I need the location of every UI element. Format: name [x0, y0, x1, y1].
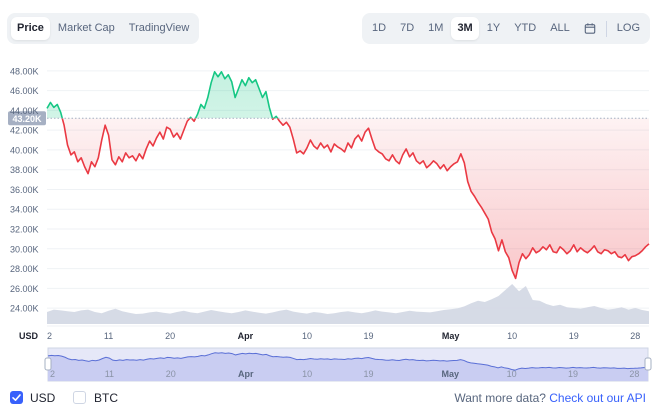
- range-navigator[interactable]: 2 11 20 Apr 10 19 May 10 19 28: [44, 347, 652, 382]
- navigator-tick-label: May: [442, 369, 460, 379]
- y-tick-label: 40.00K: [10, 145, 39, 155]
- x-tick-label: 19: [569, 331, 579, 341]
- current-price-label: 43.20K: [12, 114, 42, 124]
- api-link[interactable]: Check out our API: [549, 391, 646, 405]
- x-tick-label: 28: [630, 331, 640, 341]
- navigator-area: [48, 352, 648, 381]
- range-all-button[interactable]: ALL: [550, 22, 570, 34]
- tab-tradingview[interactable]: TradingView: [128, 22, 190, 34]
- y-tick-label: 30.00K: [10, 244, 39, 254]
- calendar-icon: [584, 23, 596, 34]
- navigator-tick-label: 19: [568, 369, 578, 379]
- y-tick-label: 46.00K: [10, 86, 39, 96]
- navigator-tick-label: 28: [629, 369, 639, 379]
- y-tick-label: 42.00K: [10, 126, 39, 136]
- navigator-tick-label: 11: [105, 369, 114, 379]
- currency-footer: USD BTC Want more data? Check out our AP…: [0, 389, 660, 407]
- handle-grip: [44, 357, 52, 371]
- x-tick-label: 11: [104, 331, 113, 341]
- range-7d-button[interactable]: 7D: [400, 22, 415, 34]
- btc-label: BTC: [94, 391, 118, 405]
- price-line-down: [61, 118, 650, 280]
- y-tick-label: 34.00K: [10, 205, 39, 215]
- down-area: [47, 118, 649, 279]
- navigator-left-handle[interactable]: [44, 357, 52, 371]
- x-tick-label: 20: [165, 331, 175, 341]
- range-separator: [605, 20, 607, 37]
- time-range-selector: 1D 7D 1M 3M 1Y YTD ALL LOG: [362, 13, 650, 44]
- x-tick-label: 10: [302, 331, 312, 341]
- price-area: [47, 71, 649, 279]
- calendar-button[interactable]: [578, 17, 602, 40]
- reference-line: 43.20K: [8, 111, 649, 126]
- volume-bars: [47, 284, 649, 324]
- x-tick-label: May: [442, 331, 460, 341]
- chart-type-tabs: Price Market Cap TradingView: [7, 13, 200, 44]
- y-tick-label: 36.00K: [10, 185, 39, 195]
- check-icon: [12, 394, 21, 401]
- y-axis-unit-label: USD: [19, 331, 39, 341]
- y-tick-label: 44.00K: [10, 106, 39, 116]
- navigator-tick-label: 2: [50, 369, 55, 379]
- y-tick-label: 28.00K: [10, 264, 39, 274]
- y-axis: 24.00K 26.00K 28.00K 30.00K 32.00K 34.00K 36.0…: [10, 66, 39, 313]
- price-line: [46, 71, 650, 280]
- tab-price[interactable]: Price: [11, 17, 50, 40]
- usd-label: USD: [30, 391, 56, 405]
- navigator-tick-label: 20: [166, 369, 176, 379]
- range-1m-button[interactable]: 1M: [428, 22, 444, 34]
- up-area: [47, 71, 278, 119]
- x-tick-label: 2: [47, 331, 52, 341]
- range-1y-button[interactable]: 1Y: [486, 22, 501, 34]
- x-tick-label: Apr: [238, 331, 254, 341]
- y-tick-label: 48.00K: [10, 66, 39, 76]
- current-price-badge: [8, 111, 46, 126]
- range-1d-button[interactable]: 1D: [372, 22, 387, 34]
- navigator-right-handle[interactable]: [644, 357, 652, 371]
- usd-checkbox[interactable]: [10, 391, 23, 404]
- x-tick-label: 10: [507, 331, 517, 341]
- volume-area: [47, 284, 649, 324]
- navigator-tick-label: Apr: [238, 369, 254, 379]
- tab-market-cap[interactable]: Market Cap: [57, 22, 115, 34]
- navigator-tick-label: 19: [363, 369, 373, 379]
- navigator-tick-label: 10: [302, 369, 312, 379]
- btc-checkbox[interactable]: [73, 391, 86, 404]
- handle-grip: [644, 357, 652, 371]
- range-3m-button[interactable]: 3M: [451, 17, 479, 40]
- range-ytd-button[interactable]: YTD: [514, 22, 537, 34]
- x-axis: USD 2 11 20 Apr 10 19 May 10 19 28: [19, 325, 649, 341]
- price-chart: 43.20K 24.00K 26.00K 28.00K 30.00K 32.00K 34.…: [8, 66, 652, 382]
- navigator-line: [47, 352, 649, 371]
- y-tick-label: 24.00K: [10, 304, 39, 314]
- y-tick-label: 32.00K: [10, 225, 39, 235]
- y-tick-label: 38.00K: [10, 165, 39, 175]
- x-tick-label: 19: [364, 331, 374, 341]
- y-tick-label: 26.00K: [10, 284, 39, 294]
- more-data-text: Want more data? Check out our API: [454, 391, 646, 405]
- log-scale-toggle[interactable]: LOG: [616, 22, 640, 34]
- more-data-label: Want more data?: [454, 391, 546, 405]
- navigator-tick-label: 10: [507, 369, 517, 379]
